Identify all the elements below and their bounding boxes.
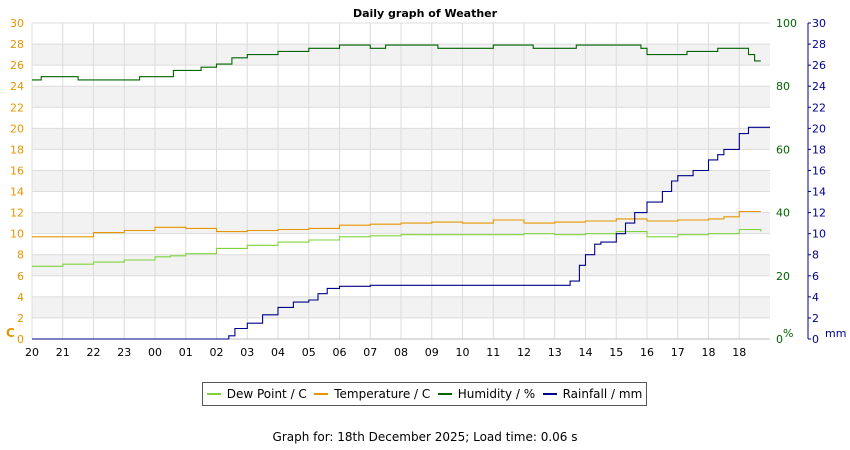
humidity-axis-tick-label: 80 bbox=[776, 80, 790, 93]
rainfall-axis-tick-label: 2 bbox=[812, 312, 819, 325]
rainfall-axis-tick-label: 14 bbox=[812, 186, 826, 199]
legend-item-rainfall: Rainfall / mm bbox=[542, 387, 643, 401]
x-axis-tick-label: 05 bbox=[302, 346, 316, 359]
left-axis-unit: C bbox=[6, 326, 15, 340]
left-axis-tick-label: 18 bbox=[10, 143, 24, 156]
x-axis-tick-label: 11 bbox=[486, 346, 500, 359]
legend-label-humidity: Humidity / % bbox=[457, 387, 536, 401]
legend-label-dew-point: Dew Point / C bbox=[226, 387, 307, 401]
rainfall-axis-tick-label: 8 bbox=[812, 249, 819, 262]
left-axis-tick-label: 8 bbox=[17, 249, 24, 262]
left-axis-tick-label: 26 bbox=[10, 59, 24, 72]
x-axis-tick-label: 03 bbox=[240, 346, 254, 359]
series-line-humidity bbox=[32, 44, 761, 81]
legend-item-humidity: Humidity / % bbox=[437, 387, 536, 401]
x-axis-tick-label: 07 bbox=[363, 346, 377, 359]
left-axis-tick-label: 30 bbox=[10, 17, 24, 30]
series-line-rainfall bbox=[32, 126, 770, 340]
left-axis-tick-label: 0 bbox=[17, 333, 24, 346]
rainfall-axis-tick-label: 24 bbox=[812, 80, 826, 93]
humidity-axis-tick-label: 0 bbox=[776, 333, 783, 346]
rainfall-axis-tick-label: 16 bbox=[812, 164, 826, 177]
left-axis-tick-label: 6 bbox=[17, 270, 24, 283]
x-axis-tick-label: 14 bbox=[579, 346, 593, 359]
chart-legend: Dew Point / C Temperature / C Humidity /… bbox=[202, 382, 647, 406]
humidity-axis-tick-label: 40 bbox=[776, 207, 790, 220]
rainfall-axis-tick-label: 0 bbox=[812, 333, 819, 346]
x-axis-tick-label: 10 bbox=[456, 346, 470, 359]
x-axis-tick-label: 23 bbox=[117, 346, 131, 359]
humidity-axis-tick-label: 60 bbox=[776, 143, 790, 156]
series-lines bbox=[32, 44, 770, 340]
x-axis-tick-label: 17 bbox=[671, 346, 685, 359]
x-axis-tick-label: 21 bbox=[56, 346, 70, 359]
legend-label-temperature: Temperature / C bbox=[334, 387, 431, 401]
left-axis-tick-label: 12 bbox=[10, 207, 24, 220]
humidity-axis-tick-label: 20 bbox=[776, 270, 790, 283]
left-axis-tick-label: 20 bbox=[10, 122, 24, 135]
left-axis-tick-label: 16 bbox=[10, 164, 24, 177]
x-axis-tick-label: 15 bbox=[609, 346, 623, 359]
rainfall-axis-tick-label: 28 bbox=[812, 38, 826, 51]
x-axis-tick-label: 22 bbox=[87, 346, 101, 359]
rainfall-axis-unit: mm bbox=[825, 327, 846, 340]
rainfall-axis-tick-label: 12 bbox=[812, 207, 826, 220]
chart-title: Daily graph of Weather bbox=[353, 7, 498, 20]
rainfall-axis-tick-label: 30 bbox=[812, 17, 826, 30]
left-axis-tick-label: 2 bbox=[17, 312, 24, 325]
left-axis-tick-label: 10 bbox=[10, 228, 24, 241]
x-axis-tick-label: 12 bbox=[517, 346, 531, 359]
x-axis-tick-label: 04 bbox=[271, 346, 285, 359]
x-axis-tick-label: 01 bbox=[179, 346, 193, 359]
humidity-axis-ticks: 0 20 40 60 80 100 bbox=[776, 17, 797, 346]
footer-status: Graph for: 18th December 2025; Load time… bbox=[272, 430, 578, 444]
rainfall-axis-tick-label: 22 bbox=[812, 101, 826, 114]
rainfall-axis-tick-label: 26 bbox=[812, 59, 826, 72]
x-axis-tick-label: 13 bbox=[548, 346, 562, 359]
grid-lines bbox=[31, 22, 770, 340]
left-axis-tick-label: 28 bbox=[10, 38, 24, 51]
rainfall-axis-tick-label: 10 bbox=[812, 228, 826, 241]
humidity-axis-tick-label: 100 bbox=[776, 17, 797, 30]
x-axis-tick-label: 08 bbox=[394, 346, 408, 359]
rainfall-axis-tick-label: 20 bbox=[812, 122, 826, 135]
weather-chart: Daily graph of Weather 02468101214161820… bbox=[6, 7, 846, 359]
series-line-dew-point bbox=[32, 228, 762, 267]
x-axis-tick-label: 00 bbox=[148, 346, 162, 359]
x-axis-tick-label: 18 bbox=[732, 346, 746, 359]
x-axis-tick-label: 02 bbox=[210, 346, 224, 359]
left-axis-tick-label: 24 bbox=[10, 80, 24, 93]
rainfall-axis-tick-label: 18 bbox=[812, 143, 826, 156]
rainfall-axis-tick-label: 6 bbox=[812, 270, 819, 283]
x-axis-ticks: 20 21 22 23 00 01 02 03 04 05 06 07 08 09 10 11 12 13 14 15… bbox=[25, 346, 746, 359]
series-line-temperature bbox=[32, 210, 761, 238]
rainfall-axis-tick-label: 4 bbox=[812, 291, 819, 304]
x-axis-tick-label: 20 bbox=[25, 346, 39, 359]
left-axis-tick-label: 4 bbox=[17, 291, 24, 304]
left-axis-tick-label: 22 bbox=[10, 101, 24, 114]
legend-item-temperature: Temperature / C bbox=[314, 387, 430, 401]
x-axis-tick-label: 16 bbox=[640, 346, 654, 359]
x-axis-tick-label: 09 bbox=[425, 346, 439, 359]
left-axis-tick-label: 14 bbox=[10, 186, 24, 199]
x-axis-tick-label: 06 bbox=[333, 346, 347, 359]
legend-item-dew-point: Dew Point / C bbox=[206, 387, 307, 401]
x-axis-tick-label: 18 bbox=[702, 346, 716, 359]
legend-label-rainfall: Rainfall / mm bbox=[562, 387, 643, 401]
humidity-axis-unit: % bbox=[783, 327, 793, 340]
